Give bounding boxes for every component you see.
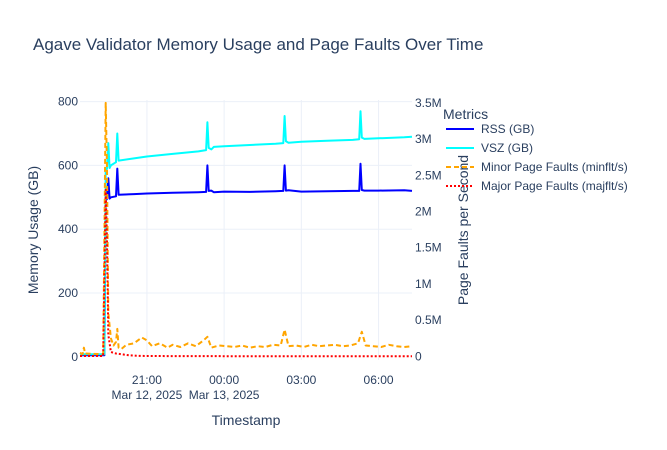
x-axis-title: Timestamp	[212, 412, 281, 428]
y2-tick-label: 1.5M	[415, 241, 442, 255]
x-tick-sublabel: Mar 13, 2025	[189, 388, 260, 402]
legend-item-label: Minor Page Faults (minflt/s)	[481, 160, 628, 174]
x-tick-label: 00:00	[209, 373, 239, 387]
legend-item-label: VSZ (GB)	[481, 141, 533, 155]
y-tick-label: 0	[71, 350, 78, 364]
series-line-rss-gb	[80, 162, 413, 357]
y-tick-label: 200	[58, 286, 78, 300]
series-layer	[79, 101, 413, 358]
y2-tick-label: 3M	[415, 132, 432, 146]
y2-tick-label: 2M	[415, 205, 432, 219]
y2-tick-label: 2.5M	[415, 168, 442, 182]
x-tick-sublabel: Mar 12, 2025	[112, 388, 183, 402]
y-tick-label: 600	[58, 158, 78, 172]
legend-item-label: RSS (GB)	[481, 122, 534, 136]
y2-tick-label: 3.5M	[415, 96, 442, 110]
y-tick-label: 400	[58, 222, 78, 236]
y2-tick-label: 0	[415, 349, 422, 363]
y2-axis-title: Page Faults per Second	[455, 155, 471, 305]
y-axis-title: Memory Usage (GB)	[25, 166, 41, 294]
y2-tick-label: 0.5M	[415, 313, 442, 327]
y-tick-label: 800	[58, 95, 78, 109]
y2-tick-label: 1M	[415, 277, 432, 291]
grid	[80, 100, 412, 360]
legend-title: Metrics	[443, 106, 488, 122]
chart-title: Agave Validator Memory Usage and Page Fa…	[33, 35, 483, 54]
series-line-minor-page-faults-minflt-s	[79, 101, 413, 356]
legend: Metrics RSS (GB) VSZ (GB) Minor Page Fault…	[443, 106, 628, 193]
series-line-vsz-gb	[80, 110, 413, 356]
x-tick-label: 06:00	[364, 373, 394, 387]
legend-item-label: Major Page Faults (majflt/s)	[481, 179, 628, 193]
series-line-major-page-faults-majflt-s	[80, 188, 412, 358]
x-tick-label: 03:00	[286, 373, 316, 387]
x-tick-label: 21:00	[132, 373, 162, 387]
